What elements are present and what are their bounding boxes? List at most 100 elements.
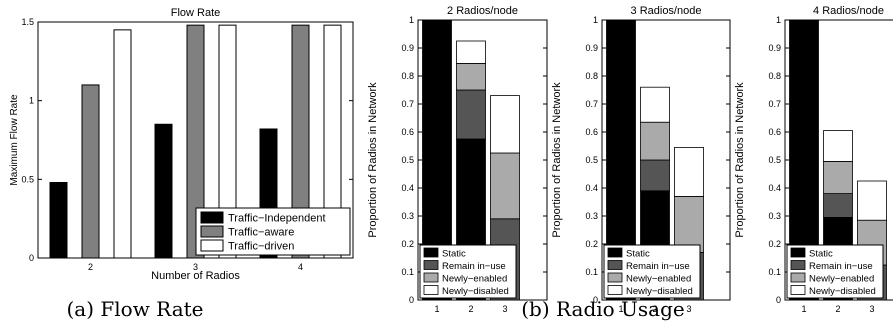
- bar-traffic-independent: [49, 181, 68, 259]
- legend-swatch: [423, 260, 439, 270]
- stack-segment-remain-in-use: [456, 89, 486, 140]
- y-tick-label: 0.7: [401, 99, 414, 109]
- bar-traffic-aware: [186, 24, 205, 259]
- y-tick-label: 0.5: [585, 155, 598, 165]
- legend-label: Newly−enabled: [809, 274, 874, 285]
- legend-label: Remain in−use: [626, 261, 690, 272]
- y-tick-label: 0.9: [401, 43, 414, 53]
- caption-flow-rate: (a) Flow Rate: [67, 297, 204, 321]
- y-tick-label: 1: [593, 15, 598, 25]
- radio-usage-chart: 4 Radios/node Proportion of Radios in Net…: [734, 5, 893, 314]
- stack-segment-newly-enabled: [640, 121, 670, 161]
- y-tick-label: 0.4: [401, 183, 414, 193]
- legend-label: Newly−disabled: [809, 286, 876, 297]
- x-tick-label: 2: [468, 304, 473, 314]
- y-tick-label: 0.4: [585, 183, 598, 193]
- y-tick-label: 0.4: [768, 183, 781, 193]
- stack-segment-newly-disabled: [674, 146, 704, 197]
- y-tick-label: 0.3: [585, 211, 598, 221]
- y-tick-label: 0.1: [401, 267, 414, 277]
- stack-segment-remain-in-use: [823, 193, 853, 218]
- y-axis-label: Proportion of Radios in Network: [367, 82, 379, 238]
- legend-swatch: [607, 272, 623, 283]
- legend-swatch: [607, 285, 623, 295]
- bar-traffic-driven: [113, 29, 132, 259]
- y-axis-label: Proportion of Radios in Network: [734, 82, 746, 238]
- bar-traffic-aware: [291, 24, 310, 259]
- y-tick-label: 0.8: [585, 71, 598, 81]
- y-tick-label: 0.2: [768, 239, 781, 249]
- y-tick-label: 0.5: [21, 174, 34, 184]
- y-tick-label: 0.6: [401, 127, 414, 137]
- y-tick-label: 0: [776, 295, 781, 305]
- y-tick-label: 0.7: [585, 99, 598, 109]
- stack-segment-newly-disabled: [456, 40, 486, 64]
- legend-swatch: [790, 272, 806, 283]
- stack-segment-newly-enabled: [490, 152, 520, 220]
- y-tick-label: 1: [29, 96, 34, 106]
- y-tick-label: 0: [29, 253, 34, 263]
- legend-swatch: [790, 247, 806, 258]
- y-tick-label: 0.9: [768, 43, 781, 53]
- legend-label: Newly−disabled: [442, 286, 509, 297]
- x-tick-label: 4: [298, 262, 303, 272]
- chart-title: 2 Radios/node: [447, 5, 518, 17]
- legend-label: Static: [442, 249, 466, 260]
- stack-segment-remain-in-use: [640, 159, 670, 192]
- y-tick-label: 0.2: [401, 239, 414, 249]
- legend-swatch: [423, 285, 439, 295]
- x-tick-label: 2: [652, 304, 657, 314]
- stack-segment-newly-enabled: [456, 63, 486, 91]
- stack-segment-newly-disabled: [640, 86, 670, 123]
- x-tick-label: 2: [835, 304, 840, 314]
- chart-title: 4 Radios/node: [813, 5, 884, 17]
- legend-label: Traffic−aware: [228, 227, 294, 239]
- x-tick-label: 3: [869, 304, 874, 314]
- chart-title: Flow Rate: [171, 7, 221, 19]
- legend-swatch: [790, 260, 806, 270]
- y-tick-label: 0.9: [585, 43, 598, 53]
- legend-label: Traffic−Independent: [228, 213, 326, 225]
- bar-traffic-driven: [323, 24, 342, 259]
- bar-traffic-aware: [81, 84, 100, 259]
- y-tick-label: 1.5: [21, 17, 34, 27]
- y-tick-label: 0.6: [768, 127, 781, 137]
- y-tick-label: 0.8: [401, 71, 414, 81]
- x-axis-label: Number of Radios: [151, 270, 240, 282]
- caption-radio-usage: (b) Radio Usage: [521, 297, 685, 321]
- y-tick-label: 0.3: [768, 211, 781, 221]
- legend-swatch: [607, 260, 623, 270]
- legend-swatch: [423, 247, 439, 258]
- bar-traffic-independent: [154, 123, 173, 259]
- y-tick-label: 0.1: [585, 267, 598, 277]
- legend-label: Static: [626, 249, 650, 260]
- legend-label: Newly−disabled: [626, 286, 693, 297]
- legend-label: Remain in−use: [809, 261, 873, 272]
- y-tick-label: 0.8: [768, 71, 781, 81]
- plots-layer: Flow Rate Number of Radios Maximum Flow Ra…: [9, 5, 893, 314]
- stack-segment-newly-enabled: [674, 195, 704, 253]
- radio-usage-chart: 3 Radios/node Proportion of Radios in Net…: [551, 5, 731, 314]
- y-tick-label: 0.3: [401, 211, 414, 221]
- legend-label: Newly−enabled: [442, 274, 507, 285]
- radio-usage-chart: 2 Radios/node Proportion of Radios in Net…: [367, 5, 548, 314]
- legend-swatch: [790, 285, 806, 295]
- stack-segment-newly-disabled: [823, 130, 853, 162]
- legend-swatch: [200, 225, 224, 238]
- x-tick-label: 1: [434, 304, 439, 314]
- x-tick-label: 3: [502, 304, 507, 314]
- legend-swatch: [423, 272, 439, 283]
- x-tick-label: 2: [88, 262, 93, 272]
- y-tick-label: 1: [776, 15, 781, 25]
- legend-label: Traffic−driven: [228, 241, 294, 253]
- chart-title: 3 Radios/node: [631, 5, 702, 17]
- x-tick-label: 3: [686, 304, 691, 314]
- legend-swatch: [200, 211, 224, 224]
- bar-traffic-driven: [218, 24, 237, 259]
- legend-swatch: [607, 247, 623, 258]
- y-axis-label: Maximum Flow Rate: [9, 94, 20, 186]
- x-tick-label: 3: [193, 262, 198, 272]
- legend-label: Newly−enabled: [626, 274, 691, 285]
- stack-segment-newly-disabled: [857, 180, 887, 221]
